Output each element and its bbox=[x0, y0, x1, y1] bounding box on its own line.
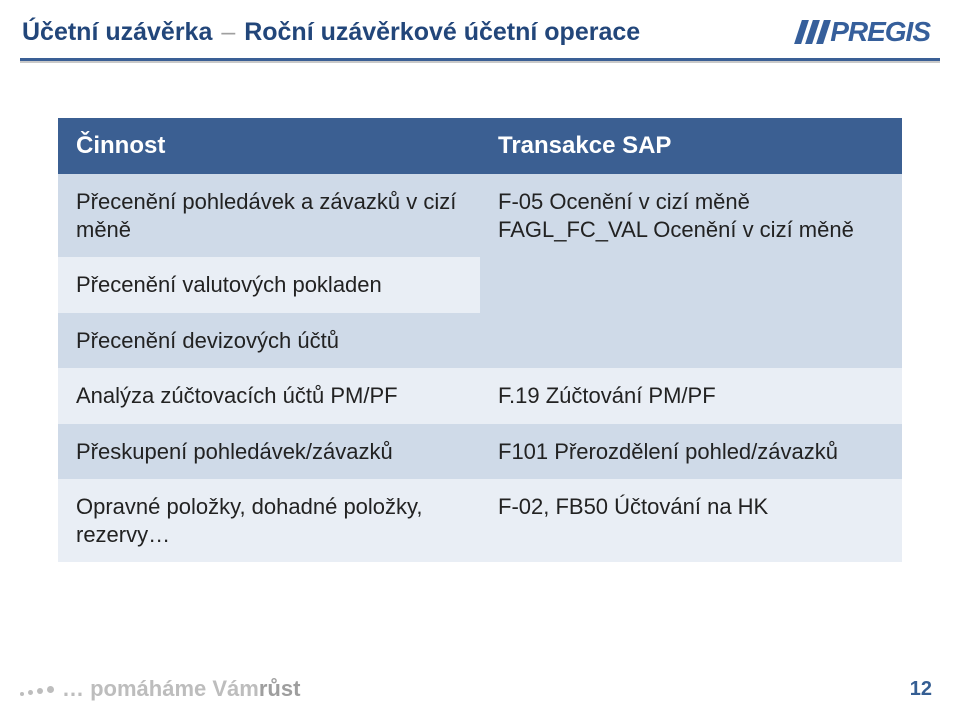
slide-title: Účetní uzávěrka – Roční uzávěrkové účetn… bbox=[22, 18, 640, 47]
table-header-row: Činnost Transakce SAP bbox=[58, 118, 902, 174]
cell-activity: Přecenění valutových pokladen bbox=[58, 257, 480, 313]
cell-activity: Analýza zúčtovacích účtů PM/PF bbox=[58, 368, 480, 424]
cell-activity: Opravné položky, dohadné položky, rezerv… bbox=[58, 479, 480, 562]
cell-transaction: F-02, FB50 Účtování na HK bbox=[480, 479, 902, 562]
content-area: Činnost Transakce SAP Přecenění pohledáv… bbox=[58, 118, 902, 562]
footer-tagline: … pomáháme Vám růst bbox=[18, 676, 300, 702]
cell-activity: Přecenění pohledávek a závazků v cizí mě… bbox=[58, 174, 480, 257]
col-header-activity: Činnost bbox=[58, 118, 480, 174]
cell-transaction: F101 Přerozdělení pohled/závazků bbox=[480, 424, 902, 480]
col-header-transaction: Transakce SAP bbox=[480, 118, 902, 174]
table-row: Analýza zúčtovacích účtů PM/PF F.19 Zúčt… bbox=[58, 368, 902, 424]
tagline-prefix: … pomáháme Vám bbox=[62, 676, 259, 702]
brand-logo: PREGIS bbox=[798, 16, 930, 48]
cell-transaction-merged: F-05 Ocenění v cizí měněFAGL_FC_VAL Ocen… bbox=[480, 174, 902, 368]
slide-root: Účetní uzávěrka – Roční uzávěrkové účetn… bbox=[0, 0, 960, 716]
logo-text: PREGIS bbox=[830, 16, 930, 48]
tagline-emphasis: růst bbox=[259, 676, 301, 702]
page-number: 12 bbox=[910, 678, 932, 701]
activity-table: Činnost Transakce SAP Přecenění pohledáv… bbox=[58, 118, 902, 562]
title-dash: – bbox=[219, 18, 237, 46]
slide-footer: … pomáháme Vám růst 12 bbox=[0, 676, 960, 702]
table-row: Opravné položky, dohadné položky, rezerv… bbox=[58, 479, 902, 562]
header-divider bbox=[20, 58, 940, 61]
table-row: Přeskupení pohledávek/závazků F101 Přero… bbox=[58, 424, 902, 480]
logo-bars-icon bbox=[798, 20, 827, 44]
table-body: Přecenění pohledávek a závazků v cizí mě… bbox=[58, 174, 902, 562]
table-row: Přecenění pohledávek a závazků v cizí mě… bbox=[58, 174, 902, 257]
cell-transaction: F.19 Zúčtování PM/PF bbox=[480, 368, 902, 424]
dots-icon bbox=[18, 678, 58, 700]
title-part2: Roční uzávěrkové účetní operace bbox=[244, 18, 640, 46]
cell-activity: Přeskupení pohledávek/závazků bbox=[58, 424, 480, 480]
slide-header: Účetní uzávěrka – Roční uzávěrkové účetn… bbox=[0, 0, 960, 60]
title-part1: Účetní uzávěrka bbox=[22, 18, 212, 46]
cell-activity: Přecenění devizových účtů bbox=[58, 313, 480, 369]
